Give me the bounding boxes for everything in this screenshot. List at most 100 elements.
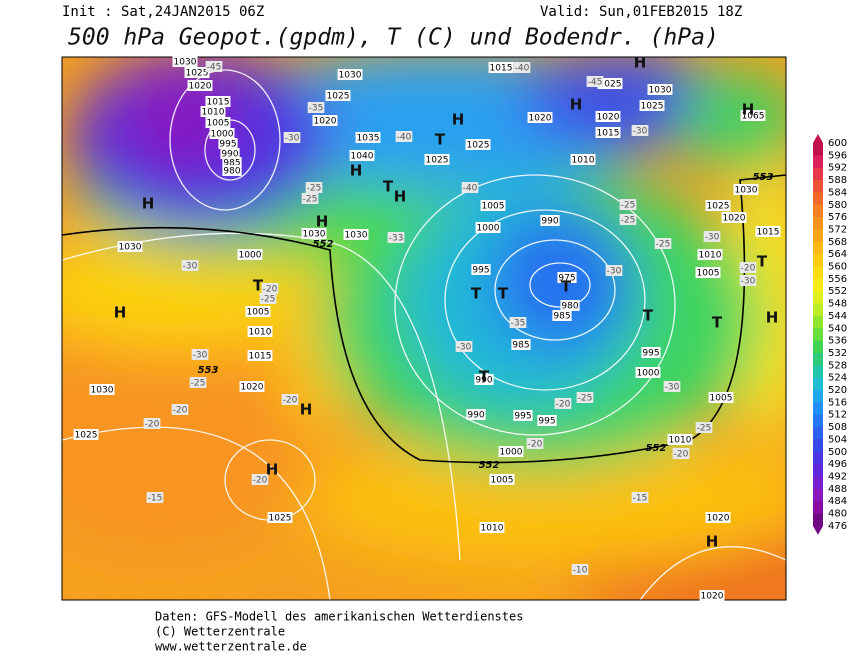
- isobar-label-box: [552, 310, 572, 321]
- pressure-center: H: [742, 101, 755, 119]
- isobar-label: 990: [467, 411, 484, 421]
- pressure-center: T: [643, 307, 654, 325]
- scale-band: [813, 303, 823, 317]
- temperature-label: -35: [511, 319, 526, 329]
- isobar-label-box: [667, 434, 693, 445]
- isobar-label-box: [343, 229, 369, 240]
- scale-label: 552: [828, 286, 847, 297]
- temperature-label: -40: [515, 64, 530, 74]
- pressure-center: H: [394, 188, 407, 206]
- temperature-label: -25: [307, 184, 322, 194]
- isobar-label: 1020: [701, 592, 724, 602]
- footer-copyright: (C) Wetterzentrale: [155, 625, 285, 639]
- pressure-center: H: [266, 461, 279, 479]
- scale-band: [813, 464, 823, 477]
- isobar-label: 1025: [599, 80, 622, 90]
- temperature-label-box: [654, 238, 672, 249]
- scale-label: 556: [828, 274, 847, 285]
- temperature-label-box: [739, 262, 757, 273]
- isobar-label: 1010: [669, 436, 692, 446]
- isobar-label: 1040: [351, 152, 374, 162]
- temperature-label-box: [301, 193, 319, 204]
- isobar-label-box: [474, 374, 494, 385]
- scale-arrow-bottom: [813, 525, 823, 535]
- isobar-label-box: [117, 241, 143, 252]
- isobar-label-box: [475, 222, 501, 233]
- isobar-label: 985: [223, 159, 240, 169]
- isobar-label: 1010: [249, 328, 272, 338]
- scale-label: 500: [828, 447, 847, 458]
- isobar-label-box: [699, 590, 725, 601]
- isobar-label-box: [247, 350, 273, 361]
- scale-band: [813, 315, 823, 329]
- isobar-label: 1025: [641, 102, 664, 112]
- pressure-center: T: [561, 278, 572, 296]
- isobar-label: 1030: [735, 186, 758, 196]
- isobar-label: 995: [538, 417, 555, 427]
- isobar-label-box: [527, 112, 553, 123]
- scale-label: 536: [828, 336, 847, 347]
- isobar-label-box: [209, 128, 235, 139]
- scale-band: [813, 439, 823, 453]
- isobar-label: 985: [512, 341, 529, 351]
- temperature-label: -30: [285, 134, 300, 144]
- scale-label: 568: [828, 237, 847, 248]
- isobar-label-box: [325, 90, 351, 101]
- isobar-label-box: [172, 56, 198, 67]
- scale-band: [813, 501, 823, 514]
- isobar-label: 1025: [269, 514, 292, 524]
- isobar-label: 980: [561, 302, 578, 312]
- temperature-label-box: [672, 448, 690, 459]
- temperature-label-box: [143, 418, 161, 429]
- scale-band: [813, 155, 823, 168]
- isobar-label-box: [488, 62, 514, 73]
- isobar-label-box: [647, 84, 673, 95]
- temperature-label: -25: [621, 201, 636, 211]
- temperature-label: -40: [463, 184, 478, 194]
- pressure-center: H: [142, 195, 155, 213]
- isobar-label-box: [312, 115, 338, 126]
- scale-label: 484: [828, 496, 847, 507]
- contour-label: 552: [313, 239, 334, 250]
- isobar-label-box: [557, 272, 577, 283]
- pressure-center: H: [706, 533, 719, 551]
- isobar-label: 1025: [707, 202, 730, 212]
- isobar-label-box: [595, 111, 621, 122]
- scale-label: 540: [828, 323, 847, 334]
- pressure-center: H: [634, 54, 647, 72]
- scale-band: [813, 291, 823, 304]
- isobar-label: 1030: [339, 71, 362, 81]
- scale-label: 572: [828, 224, 847, 235]
- temperature-label-box: [261, 283, 279, 294]
- isobar-label-box: [695, 267, 721, 278]
- isobar-label: 1000: [477, 224, 500, 234]
- isobar-label-box: [355, 132, 381, 143]
- map-title: 500 hPa Geopot.(gpdm), T (C) und Bodendr…: [68, 25, 719, 51]
- footer-url: www.wetterzentrale.de: [155, 640, 307, 654]
- scale-label: 528: [828, 360, 847, 371]
- scale-label: 504: [828, 434, 847, 445]
- scale-band: [813, 390, 823, 403]
- temperature-label: -40: [397, 133, 412, 143]
- scale-band: [813, 278, 823, 292]
- scale-band: [813, 217, 823, 230]
- scale-label: 584: [828, 187, 847, 198]
- temperature-label: -25: [656, 240, 671, 250]
- temperature-label: -30: [193, 351, 208, 361]
- temperature-label-box: [189, 377, 207, 388]
- temperature-label-box: [509, 317, 527, 328]
- temperature-label-box: [191, 349, 209, 360]
- isobar-label-box: [424, 154, 450, 165]
- temperature-label-box: [695, 422, 713, 433]
- scale-band: [813, 402, 823, 415]
- pressure-center: T: [712, 314, 723, 332]
- scale-label: 596: [828, 150, 847, 161]
- temperature-label-box: [205, 61, 223, 72]
- isobar-label-box: [697, 249, 723, 260]
- isobar-label: 1020: [241, 383, 264, 393]
- temperature-label: -30: [633, 127, 648, 137]
- temperature-label-box: [387, 232, 405, 243]
- isobar-label-box: [187, 80, 213, 91]
- valid-time: Valid: Sun,01FEB2015 18Z: [540, 4, 742, 20]
